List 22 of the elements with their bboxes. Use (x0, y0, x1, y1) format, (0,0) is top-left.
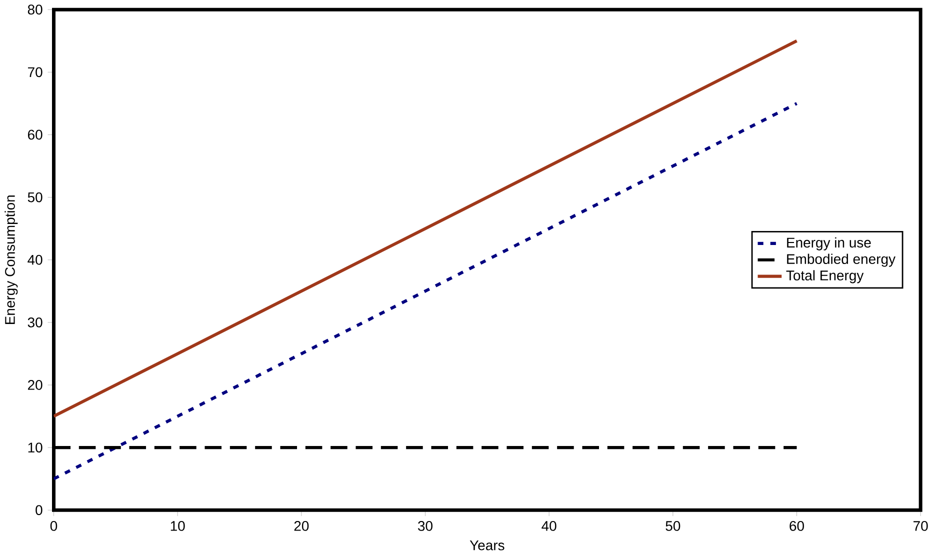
y-tick-label: 50 (28, 192, 42, 202)
y-tick-label: 10 (28, 442, 42, 453)
y-axis-title: Energy Consumption (4, 196, 18, 324)
y-tick-label: 80 (28, 4, 42, 15)
x-tick-label: 40 (542, 521, 556, 531)
y-tick-label: 30 (28, 318, 42, 328)
x-tick-label: 20 (294, 521, 309, 531)
x-tick-label: 70 (914, 521, 928, 531)
y-tick-label: 70 (28, 67, 42, 78)
x-axis-title: Years (470, 540, 504, 550)
legend-label: Embodied energy (787, 254, 896, 267)
legend-label: Energy in use (787, 237, 871, 250)
x-tick-label: 50 (666, 521, 680, 531)
x-tick-label: 30 (418, 521, 432, 531)
y-tick-label: 40 (28, 254, 42, 265)
legend-label: Total Energy (786, 270, 864, 284)
x-tick-label: 10 (170, 521, 185, 531)
x-tick-label: 0 (50, 521, 58, 531)
y-tick-label: 60 (28, 130, 42, 140)
y-tick-label: 0 (36, 505, 42, 516)
y-tick-label: 20 (28, 380, 42, 390)
x-tick-label: 60 (790, 521, 804, 531)
